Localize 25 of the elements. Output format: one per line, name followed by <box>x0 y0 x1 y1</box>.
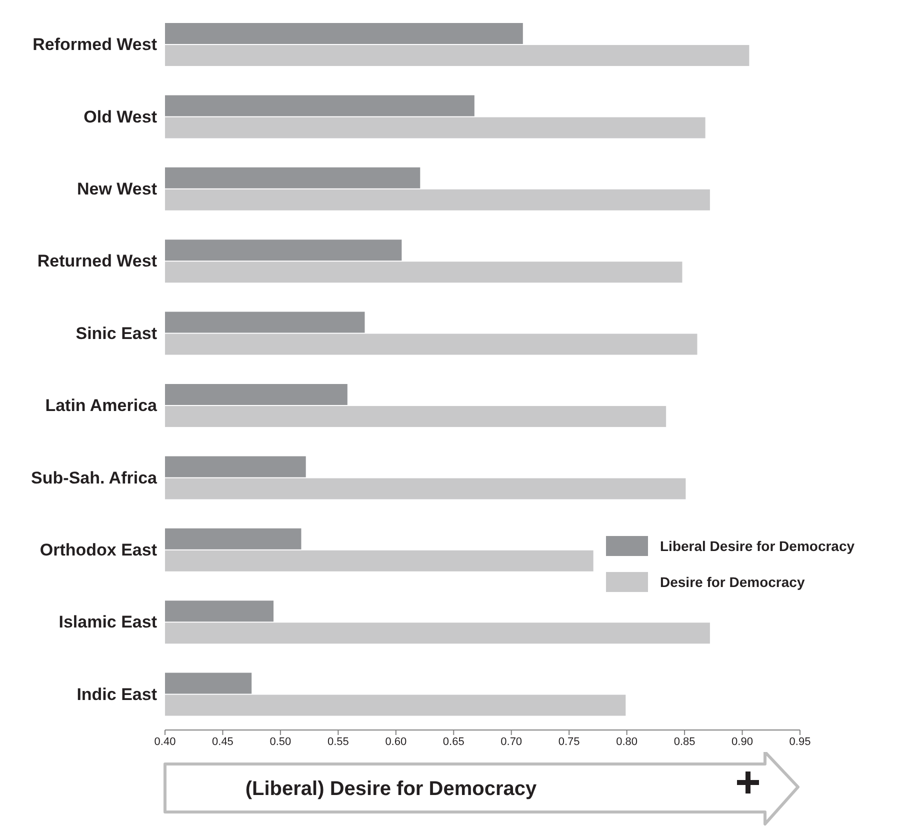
y-tick-label: Returned West <box>37 252 158 271</box>
x-tick-label: 0.80 <box>616 736 638 748</box>
x-tick-label: 0.75 <box>558 736 580 748</box>
y-tick-label: Latin America <box>45 396 158 416</box>
y-tick-label: Orthodox East <box>40 540 158 560</box>
y-tick-label: Sinic East <box>76 324 158 343</box>
y-tick-label: Old West <box>84 107 158 126</box>
x-tick-label: 0.90 <box>732 736 753 748</box>
x-tick-label: 0.55 <box>327 736 349 748</box>
x-tick-label: 0.70 <box>500 736 522 748</box>
x-tick-label: 0.95 <box>789 736 811 748</box>
x-tick-label: 0.40 <box>154 736 176 748</box>
legend-label: Desire for Democracy <box>660 574 805 590</box>
legend-label: Liberal Desire for Democracy <box>660 538 855 554</box>
y-tick-label: New West <box>77 180 158 199</box>
x-tick-label: 0.85 <box>674 736 696 748</box>
x-tick-label: 0.65 <box>442 736 464 748</box>
y-tick-label: Reformed West <box>32 35 158 54</box>
y-tick-label: Indic East <box>76 684 158 704</box>
x-tick-label: 0.45 <box>212 736 234 748</box>
y-tick-label: Islamic East <box>58 612 158 632</box>
x-tick-label: 0.50 <box>270 736 292 748</box>
x-tick-label: 0.60 <box>385 736 407 748</box>
y-tick-label: Sub-Sah. Africa <box>31 468 158 488</box>
x-axis-title: (Liberal) Desire for Democracy <box>245 778 538 800</box>
